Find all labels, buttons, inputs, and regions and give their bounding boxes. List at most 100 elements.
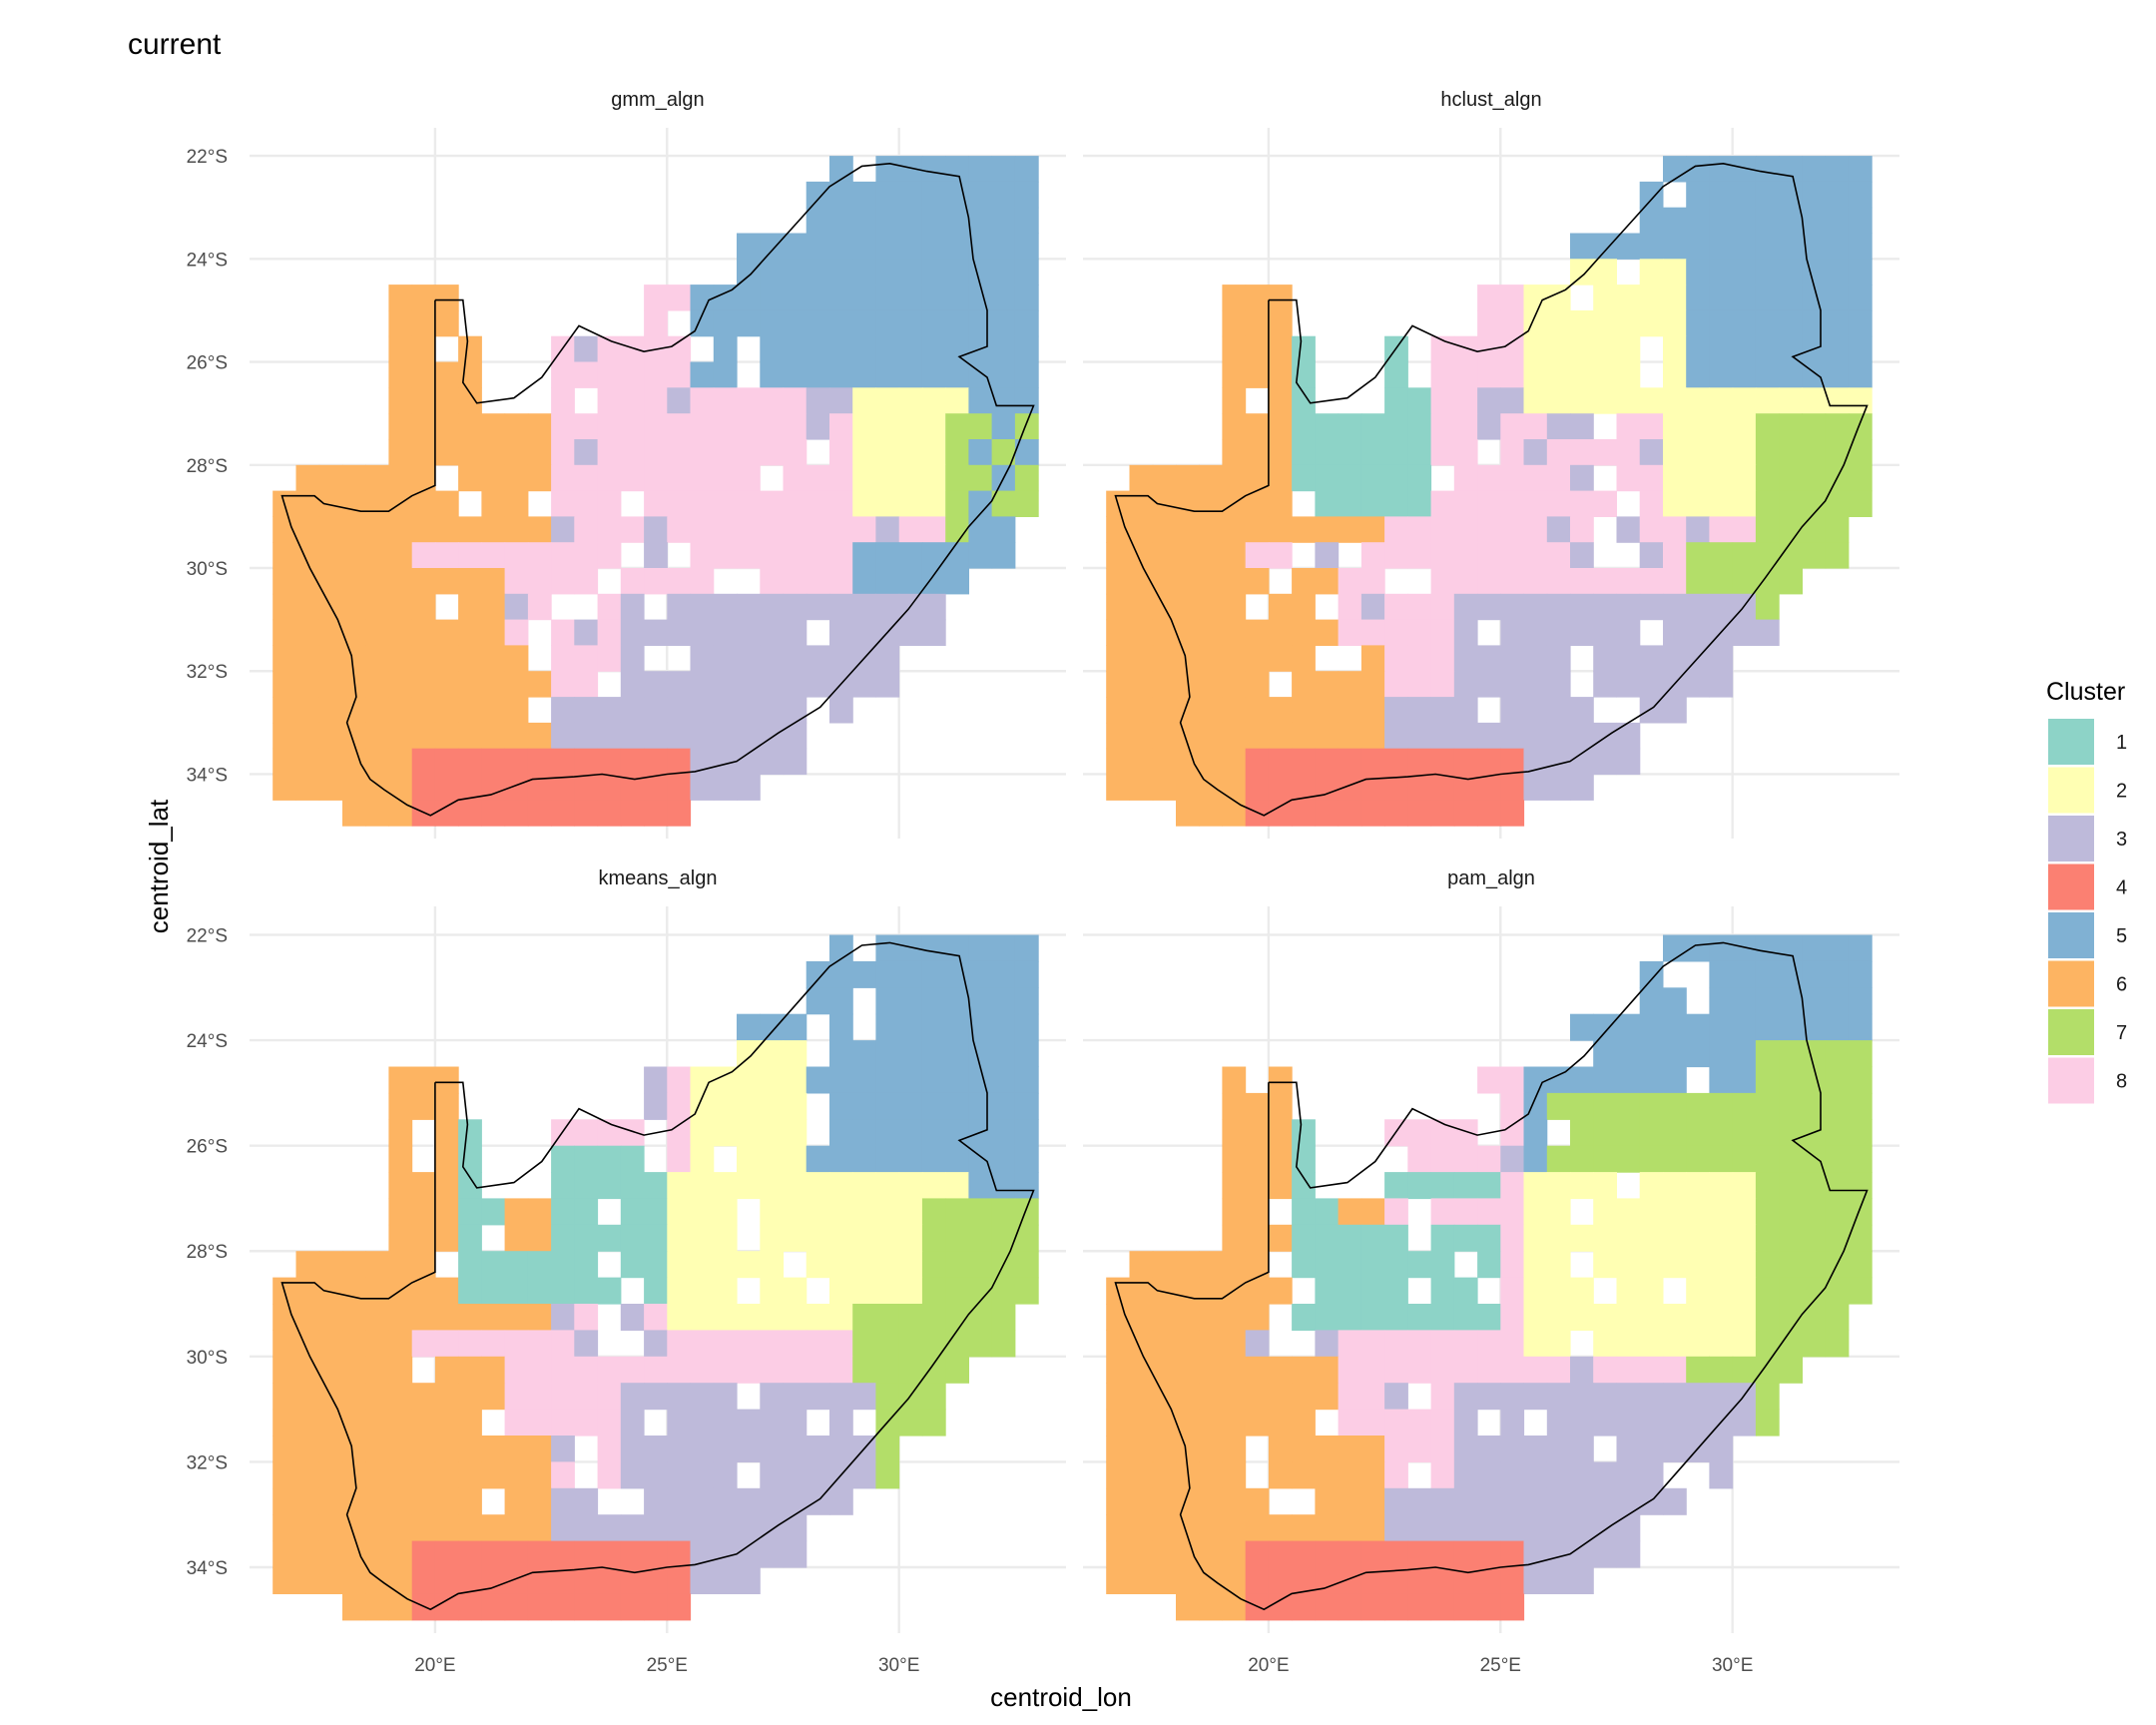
grid-cell — [875, 1383, 900, 1411]
grid-cell — [551, 439, 575, 466]
grid-cell — [1500, 1461, 1525, 1489]
grid-cell — [945, 1040, 969, 1068]
grid-cell — [597, 1593, 622, 1621]
grid-cell — [1453, 1436, 1478, 1462]
grid-cell — [644, 1224, 668, 1252]
grid-cell — [434, 1304, 459, 1331]
grid-cell — [411, 697, 436, 724]
grid-cell — [1779, 207, 1803, 235]
grid-cell — [1014, 387, 1039, 414]
grid-cell — [388, 1330, 413, 1358]
grid-cell — [1825, 1092, 1850, 1120]
grid-cell — [411, 593, 436, 621]
grid-cell — [574, 1224, 599, 1252]
grid-cell — [388, 1487, 413, 1515]
grid-cell — [852, 1066, 876, 1094]
grid-cell — [1292, 1593, 1316, 1621]
grid-cell — [1453, 645, 1478, 672]
grid-cell — [574, 1593, 599, 1621]
grid-cell — [1546, 1066, 1571, 1094]
grid-cell — [1546, 1487, 1571, 1515]
grid-cell — [968, 542, 993, 569]
grid-cell — [783, 1304, 808, 1331]
grid-cell — [644, 1251, 668, 1279]
grid-cell — [806, 1251, 830, 1279]
grid-cell — [1014, 233, 1039, 260]
grid-cell — [783, 697, 808, 724]
grid-cell — [388, 1251, 413, 1279]
grid-cell — [342, 619, 366, 646]
grid-cell — [1430, 1356, 1455, 1384]
grid-cell — [644, 464, 668, 492]
grid-cell — [760, 542, 785, 569]
grid-cell — [1663, 285, 1687, 311]
grid-cell — [1500, 335, 1525, 363]
grid-cell — [1199, 671, 1223, 698]
grid-cell — [1663, 645, 1687, 672]
grid-cell — [829, 960, 853, 988]
grid-cell — [737, 516, 761, 543]
grid-cell — [458, 1514, 482, 1542]
grid-cell — [574, 1514, 599, 1542]
grid-cell — [574, 1540, 599, 1568]
grid-cell — [1546, 697, 1571, 724]
grid-cell — [527, 774, 552, 801]
grid-cell — [574, 439, 599, 466]
grid-cell — [365, 1436, 389, 1462]
grid-cell — [1014, 181, 1039, 209]
grid-cell — [1825, 1145, 1850, 1173]
grid-cell — [1546, 1514, 1571, 1542]
grid-cell — [574, 1567, 599, 1594]
grid-cell — [1732, 1224, 1757, 1252]
grid-cell — [504, 800, 529, 827]
grid-cell — [481, 1304, 506, 1331]
grid-cell — [1825, 490, 1850, 517]
grid-cell — [1338, 697, 1362, 724]
grid-cell — [1709, 1251, 1734, 1279]
grid-cell — [620, 1251, 645, 1279]
grid-cell — [481, 568, 506, 595]
grid-cell — [783, 309, 808, 337]
grid-cell — [921, 285, 946, 311]
y-tick-label: 26°S — [187, 353, 228, 374]
grid-cell — [1222, 697, 1247, 724]
grid-cell — [1477, 671, 1501, 698]
grid-cell — [644, 1198, 668, 1226]
grid-cell — [921, 181, 946, 209]
grid-cell — [1268, 1224, 1293, 1252]
grid-cell — [1639, 464, 1664, 492]
grid-cell — [1639, 1172, 1664, 1200]
grid-cell — [481, 516, 506, 543]
grid-cell — [1593, 1145, 1617, 1173]
grid-cell — [1500, 1514, 1525, 1542]
grid-cell — [574, 1356, 599, 1384]
grid-cell — [806, 1330, 830, 1358]
grid-cell — [342, 1383, 366, 1411]
grid-cell — [713, 619, 738, 646]
grid-cell — [295, 1514, 320, 1542]
grid-cell — [644, 285, 668, 311]
grid-cell — [481, 1540, 506, 1568]
grid-cell — [1430, 568, 1455, 595]
grid-cell — [620, 800, 645, 827]
grid-cell — [1014, 934, 1039, 962]
grid-cell — [1315, 1461, 1340, 1489]
grid-cell — [1315, 1593, 1340, 1621]
grid-cell — [342, 1277, 366, 1305]
grid-cell — [875, 1066, 900, 1094]
grid-cell — [875, 1277, 900, 1305]
grid-cell — [342, 645, 366, 672]
grid-cell — [574, 1251, 599, 1279]
grid-cell — [1755, 619, 1780, 646]
grid-cell — [1755, 439, 1780, 466]
grid-cell — [1360, 1330, 1385, 1358]
grid-cell — [1222, 1092, 1247, 1120]
grid-cell — [1546, 542, 1571, 569]
grid-cell — [620, 1461, 645, 1489]
grid-cell — [921, 335, 946, 363]
grid-cell — [620, 1172, 645, 1200]
grid-cell — [968, 1304, 993, 1331]
grid-cell — [1152, 1304, 1177, 1331]
grid-cell — [1523, 1383, 1548, 1411]
grid-cell — [411, 722, 436, 750]
